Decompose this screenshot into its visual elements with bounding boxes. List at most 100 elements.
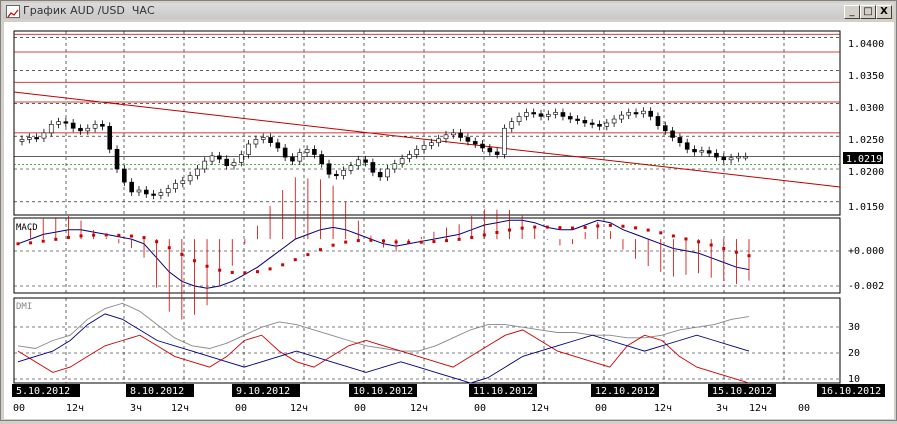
date-label: 10.10.2012: [353, 386, 413, 397]
date-label: 8.10.2012: [130, 386, 184, 397]
macd-signal-dot: [16, 242, 20, 246]
hour-label: 00: [13, 403, 25, 414]
candle-body: [414, 148, 420, 155]
hour-label: 00: [354, 403, 366, 414]
candle-body: [611, 118, 617, 124]
macd-signal-dot: [243, 271, 247, 275]
date-label: 12.10.2012: [595, 386, 655, 397]
candle-body: [538, 113, 544, 117]
candle-body: [641, 110, 646, 115]
candle-body: [407, 154, 412, 159]
candle-body: [597, 124, 602, 127]
candle-body: [567, 116, 573, 120]
candle-body: [202, 160, 208, 170]
candle-body: [41, 132, 47, 139]
candle-body: [377, 171, 383, 178]
date-label-box: [708, 384, 776, 397]
candle-body: [48, 124, 54, 134]
macd-signal-dot: [621, 224, 625, 228]
date-label: 5.10.2012: [16, 386, 70, 397]
candle-body: [436, 138, 441, 144]
macd-signal-dot: [571, 226, 575, 230]
candle-body: [582, 120, 588, 124]
macd-signal-dot: [583, 225, 587, 229]
candle-body: [472, 141, 478, 145]
title-bar[interactable]: График AUD /USD ЧАС _ □ X: [3, 3, 894, 19]
hour-label: 00: [595, 403, 607, 414]
macd-signal-dot: [445, 239, 449, 243]
macd-signal-dot: [104, 233, 108, 237]
date-label: 16.10.2012: [821, 386, 881, 397]
macd-signal-dot: [356, 239, 360, 243]
date-label-box: [469, 384, 537, 397]
date-label-box: [591, 384, 659, 397]
candle-body: [721, 156, 727, 161]
candle-body: [670, 130, 675, 138]
macd-signal-dot: [331, 243, 335, 247]
candle-body: [487, 147, 493, 153]
minimize-icon: _: [849, 6, 855, 17]
macd-signal-dot: [142, 236, 146, 240]
hour-label: 3ч: [130, 403, 142, 414]
candle-body: [341, 170, 346, 176]
candle-body: [253, 139, 259, 145]
candlestick-series: [19, 107, 748, 200]
candle-body: [589, 122, 595, 125]
date-label: 11.10.2012: [473, 386, 533, 397]
candle-body: [165, 188, 171, 193]
candle-body: [282, 147, 288, 158]
date-label-box: [126, 384, 194, 397]
minimize-button[interactable]: _: [844, 5, 860, 19]
chart-app-icon: [6, 5, 20, 18]
macd-signal-dot: [659, 231, 663, 235]
price-tick-label: 1.0400: [848, 39, 884, 50]
close-button[interactable]: X: [876, 5, 892, 19]
candle-body: [399, 158, 405, 165]
macd-signal-dot: [419, 240, 423, 244]
current-price-marker: [843, 152, 883, 164]
macd-signal-dot: [318, 248, 322, 252]
candle-body: [34, 137, 39, 140]
hour-label: 12ч: [654, 403, 672, 414]
macd-signal-dot: [369, 238, 373, 242]
candle-body: [714, 152, 719, 158]
candle-body: [662, 125, 668, 132]
price-chart-svg[interactable]: 1.0400 1.0350 1.0300 1.0250 1.0200 1.015…: [4, 22, 894, 419]
macd-tick-label: +0.000: [848, 246, 884, 257]
maximize-button[interactable]: □: [860, 5, 876, 19]
price-tick-label: 1.0150: [848, 202, 884, 213]
candle-body: [743, 156, 748, 159]
candle-body: [100, 124, 105, 127]
chart-area[interactable]: 1.0400 1.0350 1.0300 1.0250 1.0200 1.015…: [4, 22, 894, 419]
candle-body: [290, 156, 295, 162]
close-icon: X: [880, 6, 888, 17]
hour-label: 12ч: [66, 403, 84, 414]
hour-label: 00: [798, 403, 810, 414]
macd-signal-dot: [432, 240, 436, 244]
candle-body: [70, 122, 76, 129]
candle-body: [385, 168, 390, 178]
price-tick-label: 1.0250: [848, 135, 884, 146]
macd-signal-dot: [117, 233, 121, 237]
candle-body: [480, 143, 485, 149]
candle-body: [626, 112, 632, 116]
candle-body: [195, 168, 200, 176]
candle-body: [604, 122, 610, 127]
macd-panel-frame: [13, 217, 841, 294]
macd-signal-dot: [608, 223, 612, 227]
hour-label: 12ч: [290, 403, 308, 414]
candle-body: [370, 162, 376, 173]
candle-body: [78, 127, 83, 132]
candle-body: [180, 180, 186, 184]
hour-label: 00: [474, 403, 486, 414]
macd-signal-dot: [684, 237, 688, 241]
candle-body: [187, 175, 193, 182]
window-title: График AUD /USD ЧАС: [23, 4, 155, 17]
macd-signal-dot: [268, 267, 272, 271]
candle-body: [319, 154, 325, 165]
dmi-tick-label: 10: [848, 374, 860, 385]
price-tick-label: 1.0300: [848, 103, 884, 114]
candle-body: [421, 145, 427, 150]
date-label: 15.10.2012: [712, 386, 772, 397]
